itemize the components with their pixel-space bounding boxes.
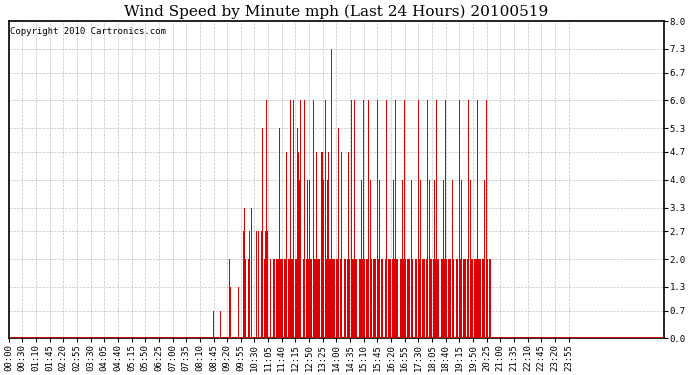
Text: Copyright 2010 Cartronics.com: Copyright 2010 Cartronics.com <box>10 27 166 36</box>
Title: Wind Speed by Minute mph (Last 24 Hours) 20100519: Wind Speed by Minute mph (Last 24 Hours)… <box>124 4 549 18</box>
